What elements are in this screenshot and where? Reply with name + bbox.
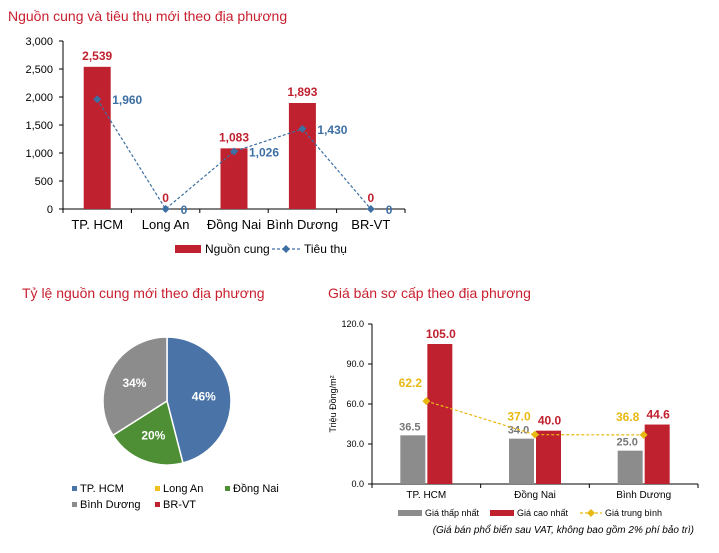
chart3-point-avg xyxy=(422,397,431,406)
pie-slice-label: 20% xyxy=(141,429,165,443)
chart1-point-label: 1,026 xyxy=(249,146,279,160)
pie-legend-swatch xyxy=(72,486,77,491)
chart3-y-axis-label: Triệu Đồng/m² xyxy=(328,375,338,432)
chart1-y-tick-label: 0 xyxy=(47,204,53,216)
chart1-point-consumption xyxy=(366,205,375,213)
chart3-bar-high xyxy=(427,344,453,484)
chart3-bar-low xyxy=(400,435,426,484)
chart1-point-consumption xyxy=(93,95,102,104)
chart3-bar-low-label: 25.0 xyxy=(616,437,637,449)
chart1-legend-label: Nguồn cung xyxy=(205,242,270,256)
chart3-y-tick-label: 0.0 xyxy=(351,479,364,489)
chart3-bar-low-label: 34.0 xyxy=(508,425,529,437)
chart3-point-avg-label: 37.0 xyxy=(507,410,531,424)
chart1-point-consumption xyxy=(230,147,238,156)
pie-legend-label: Long An xyxy=(163,483,203,495)
chart3-point-avg xyxy=(531,430,539,439)
chart3-bar-high-label: 44.6 xyxy=(646,408,670,422)
chart1-point-label: 0 xyxy=(386,203,393,217)
chart1-legend-swatch-supply xyxy=(175,245,201,253)
chart3-line-avg xyxy=(426,400,644,436)
chart1-point-consumption xyxy=(161,205,170,213)
chart3-point-avg-label: 62.2 xyxy=(399,376,423,390)
chart1-point-label: 1,960 xyxy=(112,93,142,107)
chart1-line-consumption xyxy=(96,98,372,210)
chart3-legend-label: Giá trung bình xyxy=(605,508,662,518)
chart1-bar-label: 1,083 xyxy=(219,130,249,144)
chart3-y-tick-label: 60.0 xyxy=(346,399,364,409)
chart1-bar-label: 2,539 xyxy=(82,49,112,63)
chart3-note: (Giá bán phổ biến sau VAT, không bao gồm… xyxy=(433,524,694,536)
chart3-bar-high xyxy=(536,430,561,484)
pie-slice xyxy=(166,336,232,464)
pie-slice-label: 46% xyxy=(192,389,216,403)
chart1-y-tick-label: 500 xyxy=(35,176,53,188)
chart3-legend-marker xyxy=(587,509,595,517)
chart1-point-label: 0 xyxy=(181,203,188,217)
pie-legend-swatch xyxy=(225,486,230,491)
chart1-legend-marker xyxy=(282,245,290,253)
pie-legend-label: TP. HCM xyxy=(80,483,124,495)
chart1-legend-label: Tiêu thụ xyxy=(304,242,347,256)
chart1-title: Nguồn cung và tiêu thụ mới theo địa phươ… xyxy=(8,8,288,24)
chart1-y-tick-label: 2,000 xyxy=(25,92,53,104)
chart1-y-tick-label: 1,500 xyxy=(25,120,53,132)
chart1-category-label: Đồng Nai xyxy=(207,217,261,232)
pie-legend-label: Bình Dương xyxy=(80,499,140,511)
chart1-category-label: TP. HCM xyxy=(71,217,123,232)
chart3-bar-high-label: 40.0 xyxy=(538,414,562,428)
chart3-legend-swatch-high xyxy=(490,510,514,516)
chart1-point-consumption xyxy=(298,124,307,133)
chart1-category-label: BR-VT xyxy=(351,217,390,232)
chart3-title: Giá bán sơ cấp theo địa phương xyxy=(328,285,531,301)
pie-legend-swatch xyxy=(155,502,160,507)
chart1-bar-label: 0 xyxy=(367,191,374,205)
chart3-y-tick-label: 30.0 xyxy=(346,439,364,449)
pie-legend-label: Đồng Nai xyxy=(233,483,279,495)
pie-legend-swatch xyxy=(155,486,160,491)
chart3-point-avg xyxy=(639,430,648,439)
chart2-title: Tỷ lệ nguồn cung mới theo địa phương xyxy=(22,285,265,301)
chart1-bar-label: 1,893 xyxy=(287,85,317,99)
chart1-point-label: 1,430 xyxy=(317,123,347,137)
chart1-bar-label: 0 xyxy=(162,191,169,205)
chart1-y-tick-label: 2,500 xyxy=(25,64,53,76)
chart3-category-label: Đồng Nai xyxy=(514,489,556,501)
chart3-category-label: TP. HCM xyxy=(406,490,446,501)
chart1-category-label: Bình Dương xyxy=(267,217,338,232)
chart3-bar-low xyxy=(509,438,534,484)
chart3-bar-high-label: 105.0 xyxy=(426,327,456,341)
chart3-legend-label: Giá thấp nhất xyxy=(425,508,480,518)
chart1-bar-supply xyxy=(288,102,316,209)
chart1-bar-supply xyxy=(83,66,111,209)
chart3-bar-low-label: 36.5 xyxy=(399,421,420,433)
chart3-category-label: Bình Dương xyxy=(616,490,671,501)
chart3-y-tick-label: 90.0 xyxy=(346,359,364,369)
pie-slice xyxy=(102,336,168,437)
chart3-bar-low xyxy=(617,450,643,484)
chart3-legend-swatch-low xyxy=(398,510,422,516)
pie-slice-label: 34% xyxy=(122,376,146,390)
chart1-category-label: Long An xyxy=(142,217,190,232)
chart3-y-tick-label: 120.0 xyxy=(341,319,364,329)
chart3-point-avg-label: 36.8 xyxy=(616,410,640,424)
chart3-bar-high xyxy=(644,424,670,484)
pie-slice xyxy=(111,399,184,466)
chart1-y-tick-label: 3,000 xyxy=(25,36,53,48)
chart1-y-tick-label: 1,000 xyxy=(25,148,53,160)
pie-legend-label: BR-VT xyxy=(163,499,196,511)
chart3-legend-label: Giá cao nhất xyxy=(517,508,569,518)
pie-legend-swatch xyxy=(72,502,77,507)
chart1-bar-supply xyxy=(220,148,248,209)
